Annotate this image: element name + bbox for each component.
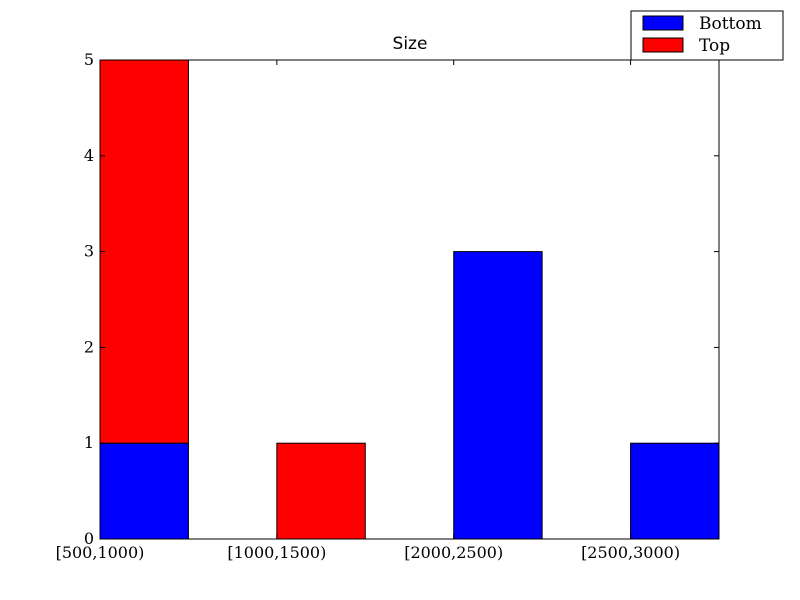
legend-swatch-top bbox=[642, 37, 684, 53]
bar-bottom-3 bbox=[630, 442, 720, 540]
bar-bottom-0 bbox=[99, 442, 189, 540]
x-tick-label-3: [2500,3000) bbox=[581, 543, 680, 562]
legend-label-top: Top bbox=[699, 36, 730, 56]
x-tick-label-0: [500,1000) bbox=[56, 543, 145, 562]
bar-top-0 bbox=[99, 59, 189, 444]
bar-bottom-2 bbox=[453, 251, 543, 540]
legend-swatch-bottom bbox=[642, 15, 684, 31]
y-tick-label-0: 0 bbox=[84, 529, 94, 548]
y-tick-label-4: 4 bbox=[84, 146, 94, 165]
chart-title: Size bbox=[393, 34, 428, 54]
y-tick-label-3: 3 bbox=[84, 242, 94, 261]
y-tick-label-1: 1 bbox=[84, 433, 94, 452]
legend-label-bottom: Bottom bbox=[699, 14, 762, 34]
y-tick-label-2: 2 bbox=[84, 337, 94, 356]
ticks-group: 0 1 2 3 4 5 [500,1000) [1000,1500) [2000,2500) [2… bbox=[56, 50, 719, 562]
x-tick-label-2: [2000,2500) bbox=[404, 543, 503, 562]
bar-top-1 bbox=[276, 442, 366, 540]
x-tick-label-1: [1000,1500) bbox=[227, 543, 326, 562]
bars-group bbox=[99, 59, 720, 540]
y-tick-label-5: 5 bbox=[84, 50, 94, 69]
plot-frame bbox=[99, 59, 720, 540]
